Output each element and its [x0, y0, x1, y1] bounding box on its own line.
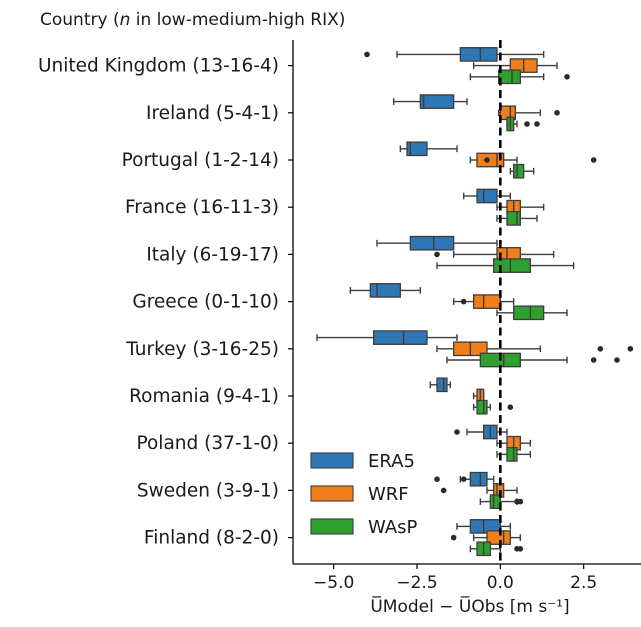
legend-swatch-wasp: [310, 518, 354, 535]
x-axis-label: U̅Model − U̅Obs [m s⁻¹]: [370, 595, 569, 617]
category-group: [399, 141, 597, 179]
outlier-point: [434, 476, 440, 483]
y-tick-label: Ireland (5-4-1): [146, 103, 279, 124]
y-tick-label: Finland (8-2-0): [144, 528, 279, 549]
outlier-point: [460, 298, 467, 305]
outlier-point: [534, 121, 540, 127]
y-tick-label: Italy (6-19-17): [146, 244, 279, 265]
category-group: [454, 424, 532, 462]
category-group: [462, 188, 545, 226]
outlier-point: [564, 74, 570, 80]
outlier-point: [524, 121, 530, 127]
box-wasp: [506, 447, 518, 462]
box-era5: [373, 330, 428, 345]
outlier-point: [507, 404, 514, 411]
legend-swatch-era5: [310, 452, 354, 469]
legend-label-wasp: WAsP: [368, 517, 418, 538]
category-group: [376, 235, 575, 273]
chart-title: Country (n in low-medium-high RIX): [40, 10, 345, 30]
category-group: [429, 377, 514, 415]
box-wasp: [513, 163, 525, 179]
box-wrf: [473, 294, 501, 309]
box-wrf: [486, 530, 511, 545]
y-tick-label: Turkey (3-16-25): [125, 339, 279, 360]
legend-swatch-wrf: [310, 485, 354, 502]
category-group: [316, 330, 634, 368]
box-era5: [476, 188, 498, 204]
outlier-point: [627, 346, 634, 352]
category-group: [450, 519, 524, 557]
y-tick-label: United Kingdom (13-16-4): [38, 56, 279, 77]
category-group: [392, 94, 560, 132]
x-tick-label: −2.5: [396, 573, 437, 593]
outlier-point: [364, 51, 370, 58]
box-era5: [469, 471, 488, 487]
outlier-point: [440, 487, 447, 494]
box-wasp: [513, 305, 545, 321]
outlier-point: [434, 251, 440, 258]
legend-label-wrf: WRF: [368, 484, 409, 505]
category-group: [434, 471, 524, 509]
y-tick-label: Romania (9-4-1): [129, 386, 279, 407]
y-tick-label: France (16-11-3): [125, 197, 279, 218]
outlier-point: [517, 498, 524, 505]
outlier-point: [590, 357, 597, 363]
box-wasp: [476, 399, 488, 415]
outlier-point: [454, 429, 460, 435]
box-era5: [469, 519, 501, 534]
y-tick-label: Sweden (3-9-1): [137, 480, 279, 501]
axes: United Kingdom (13-16-4) Ireland (5-4-1) P…: [38, 40, 641, 593]
legend: ERA5 WRF WAsP: [310, 451, 418, 538]
box-era5: [369, 283, 401, 298]
box-wasp: [506, 211, 521, 226]
y-tick-label: Poland (37-1-0): [136, 433, 279, 454]
box-era5: [406, 141, 428, 157]
box-era5: [459, 47, 498, 62]
outlier-point: [484, 157, 490, 163]
x-tick-label: 0.0: [487, 573, 514, 593]
category-group: [364, 47, 570, 85]
box-era5: [419, 94, 455, 109]
box-wasp: [498, 69, 521, 85]
x-tick-label: −5.0: [313, 573, 354, 593]
outlier-point: [460, 476, 467, 483]
outlier-point: [614, 357, 620, 363]
category-group: [349, 283, 568, 321]
outlier-point: [517, 546, 524, 552]
outlier-point: [554, 110, 560, 116]
legend-label-era5: ERA5: [368, 451, 415, 472]
x-tick-label: 2.5: [570, 573, 597, 593]
plot-area: [316, 40, 634, 564]
box-wasp: [489, 494, 501, 509]
box-era5: [409, 235, 455, 251]
outlier-point: [450, 534, 457, 541]
outlier-point: [590, 157, 597, 163]
y-tick-label: Portugal (1-2-14): [122, 150, 279, 171]
box-era5: [436, 377, 448, 393]
y-tick-label: Greece (0-1-10): [132, 292, 279, 313]
outlier-point: [597, 346, 604, 352]
box-wasp: [493, 258, 531, 273]
